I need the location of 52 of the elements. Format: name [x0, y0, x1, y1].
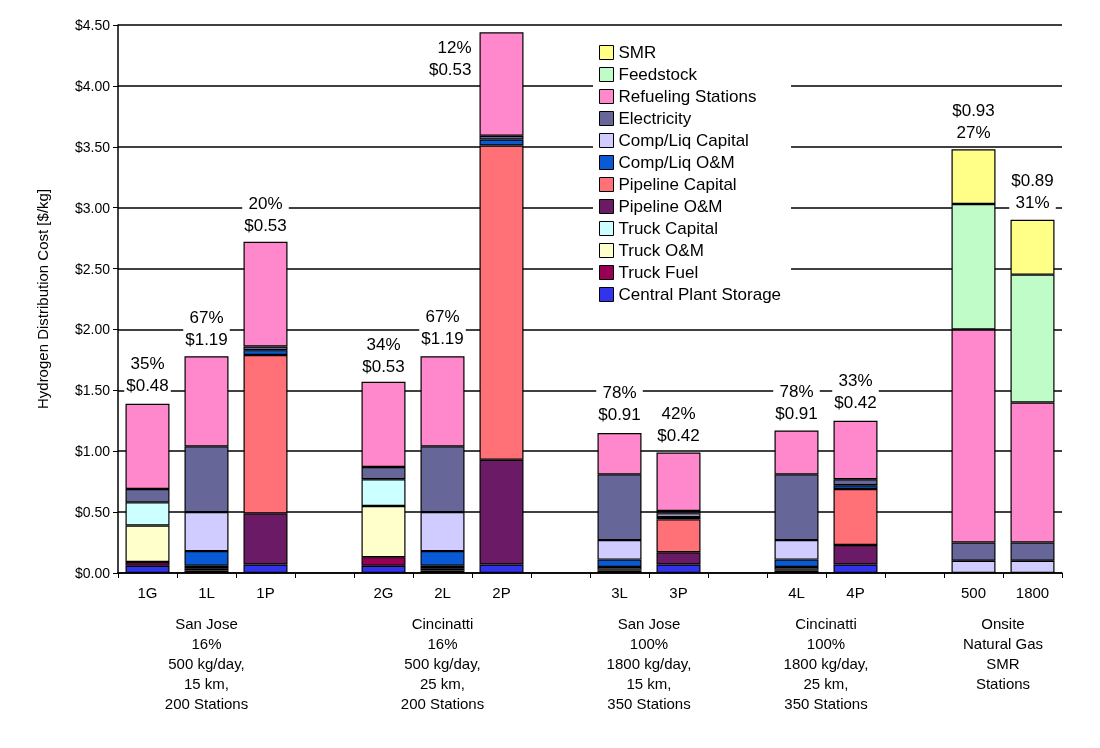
text: San Jose 100% 1800 kg/day, 15 km, 350 Stations — [606, 614, 692, 712]
x-tick-label: 2G — [373, 584, 394, 601]
x-tick-label: 4P — [846, 584, 865, 601]
annotation: 78% $0.91 — [775, 382, 818, 424]
x-tick-label: 2L — [434, 584, 451, 601]
annotation: $0.93 27% — [952, 100, 995, 142]
y-tick-label: $4.50 — [74, 17, 111, 33]
legend-label: SMR — [618, 43, 657, 62]
annotation: $0.89 31% — [1011, 171, 1054, 213]
annotation: 42% $0.42 — [657, 403, 700, 445]
x-tick-label: 4L — [788, 584, 805, 601]
annotation: 34% $0.53 — [362, 334, 405, 376]
legend-label: Truck O&M — [618, 241, 704, 260]
y-axis-title: Hydrogen Distribution Cost [$/kg] — [34, 188, 51, 410]
legend-label: Truck Capital — [618, 219, 719, 238]
text: Onsite Natural Gas SMR Stations — [962, 614, 1044, 692]
x-tick-label: 1L — [198, 584, 215, 601]
legend-label: Central Plant Storage — [618, 285, 782, 304]
legend-label: Refueling Stations — [618, 87, 757, 106]
legend-label: Comp/Liq O&M — [618, 153, 735, 172]
y-tick-label: $4.00 — [74, 77, 111, 94]
text: Cincinatti 16% 500 kg/day, 25 km, 200 Stations — [400, 614, 485, 712]
legend-label: Comp/Liq Capital — [618, 131, 749, 150]
y-tick-label: $3.00 — [74, 199, 111, 216]
y-tick-label: $0.00 — [74, 565, 111, 581]
x-tick-label: 1800 — [1015, 584, 1050, 601]
legend-label: Truck Fuel — [618, 263, 699, 282]
legend-label: Pipeline Capital — [618, 175, 737, 194]
y-tick-label: $0.50 — [74, 504, 111, 521]
x-tick-label: 1G — [137, 584, 158, 601]
annotation: 12% $0.53 — [428, 37, 472, 79]
legend-label: Electricity — [618, 109, 692, 128]
legend-label: Pipeline O&M — [618, 197, 723, 216]
y-tick-label: $2.50 — [74, 260, 111, 277]
y-tick-label: $1.00 — [74, 443, 111, 460]
y-tick-label: $1.50 — [74, 382, 111, 399]
y-tick-label: $2.00 — [74, 321, 111, 338]
legend-label: Feedstock — [618, 65, 698, 84]
annotation: 67% $1.19 — [421, 306, 464, 348]
annotation: 67% $1.19 — [185, 307, 228, 349]
annotation: 78% $0.91 — [598, 383, 641, 425]
annotation: 35% $0.48 — [126, 354, 169, 396]
x-tick-label: 2P — [492, 584, 511, 601]
y-tick-label: $3.50 — [74, 138, 111, 155]
x-tick-label: 3L — [611, 584, 628, 601]
text: Cincinatti 100% 1800 kg/day, 25 km, 350 Stations — [783, 614, 869, 712]
x-tick-label: 500 — [960, 584, 987, 601]
x-tick-label: 3P — [669, 584, 688, 601]
annotation: 20% $0.53 — [244, 194, 287, 236]
text: San Jose 16% 500 kg/day, 15 km, 200 Stations — [164, 614, 249, 712]
x-tick-label: 1P — [256, 584, 275, 601]
annotation: 33% $0.42 — [834, 371, 877, 413]
